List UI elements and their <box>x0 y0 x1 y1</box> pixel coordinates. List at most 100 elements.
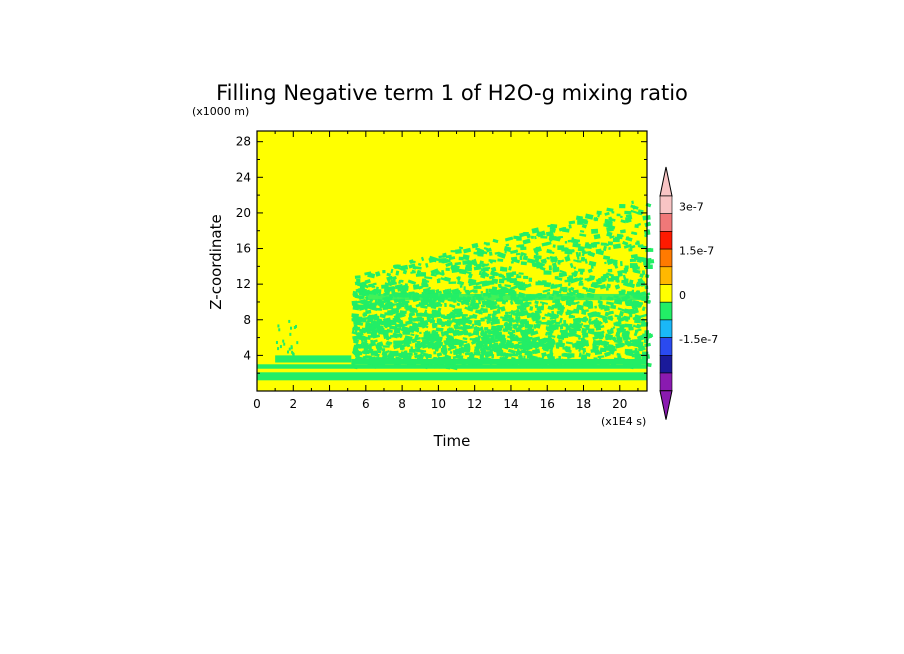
heatmap-cell <box>353 323 358 327</box>
heatmap-cell <box>556 302 563 309</box>
heatmap-cell <box>598 304 606 308</box>
colorbar-swatch <box>659 231 673 250</box>
heatmap-cell <box>498 331 502 335</box>
heatmap-cell <box>364 271 372 276</box>
heatmap-cell <box>392 332 399 339</box>
heatmap-cell <box>394 302 402 306</box>
heatmap-cell <box>492 347 498 353</box>
heatmap-cell <box>539 342 548 348</box>
heatmap-cell <box>522 345 531 351</box>
heatmap-cell <box>477 253 484 257</box>
heatmap-cell <box>358 328 367 334</box>
heatmap-cell <box>447 340 451 345</box>
heatmap-cell <box>524 323 530 327</box>
heatmap-cell <box>547 305 552 310</box>
heatmap-cell <box>454 308 462 314</box>
heatmap-cell <box>450 250 457 253</box>
colorbar-under-arrow <box>659 390 673 420</box>
heatmap-cell <box>471 340 477 345</box>
heatmap-cell <box>522 252 527 256</box>
heatmap-cell <box>386 340 393 345</box>
heatmap-cell <box>489 349 494 355</box>
heatmap-cell <box>492 289 497 294</box>
heatmap-cell <box>513 249 518 254</box>
heatmap-cell <box>399 312 402 316</box>
heatmap-cell <box>465 325 473 330</box>
heatmap-cell <box>389 301 393 306</box>
heatmap-cell <box>491 339 495 342</box>
heatmap-cell <box>513 280 523 287</box>
x-tick-label: 8 <box>398 397 406 411</box>
heatmap-cell <box>518 324 523 329</box>
heatmap-cell <box>565 300 574 305</box>
heatmap-cell <box>543 270 552 275</box>
heatmap-cell <box>358 295 365 300</box>
heatmap-cell <box>497 338 502 342</box>
heatmap-cell <box>615 279 619 283</box>
heatmap-cell <box>593 322 601 328</box>
heatmap-cell <box>519 281 525 287</box>
heatmap-cell <box>509 300 514 305</box>
heatmap-cell <box>427 344 435 349</box>
heatmap-cell <box>565 341 573 345</box>
heatmap-cell <box>444 354 452 359</box>
heatmap-cell <box>578 268 585 272</box>
heatmap-cell <box>634 351 640 356</box>
heatmap-cell <box>614 314 622 318</box>
heatmap-cell <box>354 328 358 334</box>
heatmap-cell <box>584 258 588 264</box>
heatmap-cell <box>625 214 632 218</box>
heatmap-cell <box>567 281 571 287</box>
heatmap-cell <box>467 259 473 266</box>
heatmap-cell <box>366 319 372 323</box>
heatmap-cell <box>549 341 554 346</box>
heatmap-cell <box>488 275 495 280</box>
heatmap-cell <box>588 314 595 319</box>
heatmap-cell <box>504 321 509 326</box>
heatmap-cell <box>604 351 611 357</box>
heatmap-cell <box>431 316 435 320</box>
heatmap-cell <box>632 300 640 306</box>
heatmap-cell <box>442 348 448 353</box>
heatmap-cell <box>606 316 614 322</box>
heatmap-cell <box>618 310 625 317</box>
heatmap-cell <box>438 254 447 259</box>
heatmap-cell <box>550 223 558 229</box>
heatmap-cell <box>610 336 616 340</box>
heatmap-cell <box>448 303 456 309</box>
heatmap-cell <box>526 258 536 264</box>
heatmap-cell <box>436 352 443 357</box>
heatmap-cell <box>363 312 366 317</box>
heatmap-cell <box>408 313 412 318</box>
heatmap-cell <box>561 247 568 252</box>
heatmap-cell <box>579 233 587 237</box>
heatmap-cell <box>516 348 520 353</box>
colorbar-swatch <box>659 266 673 285</box>
heatmap-cell <box>588 260 597 267</box>
heatmap-cell <box>282 339 285 343</box>
colorbar-swatch <box>659 248 673 268</box>
heatmap-cell <box>556 324 561 327</box>
heatmap-cell <box>592 363 600 367</box>
heatmap-cell <box>520 319 528 324</box>
heatmap-cell <box>422 352 429 358</box>
heatmap-cell <box>632 205 636 210</box>
heatmap-cell <box>457 276 461 281</box>
heatmap-cell <box>400 264 409 271</box>
heatmap-cell <box>568 315 576 319</box>
heatmap-cell <box>375 343 380 350</box>
heatmap-cell <box>390 268 394 274</box>
heatmap-cell <box>582 350 586 355</box>
heatmap-cell <box>469 363 473 368</box>
heatmap-cell <box>441 314 445 319</box>
heatmap-cell <box>516 273 519 279</box>
heatmap-cell <box>606 231 613 238</box>
heatmap-cell <box>504 311 509 315</box>
heatmap-cell <box>566 354 571 359</box>
heatmap-cell <box>382 345 390 348</box>
heatmap-cell <box>456 302 461 307</box>
heatmap-cell <box>448 288 452 293</box>
heatmap-cell <box>596 210 602 215</box>
heatmap-cell <box>502 318 511 322</box>
heatmap-cell <box>442 259 451 264</box>
